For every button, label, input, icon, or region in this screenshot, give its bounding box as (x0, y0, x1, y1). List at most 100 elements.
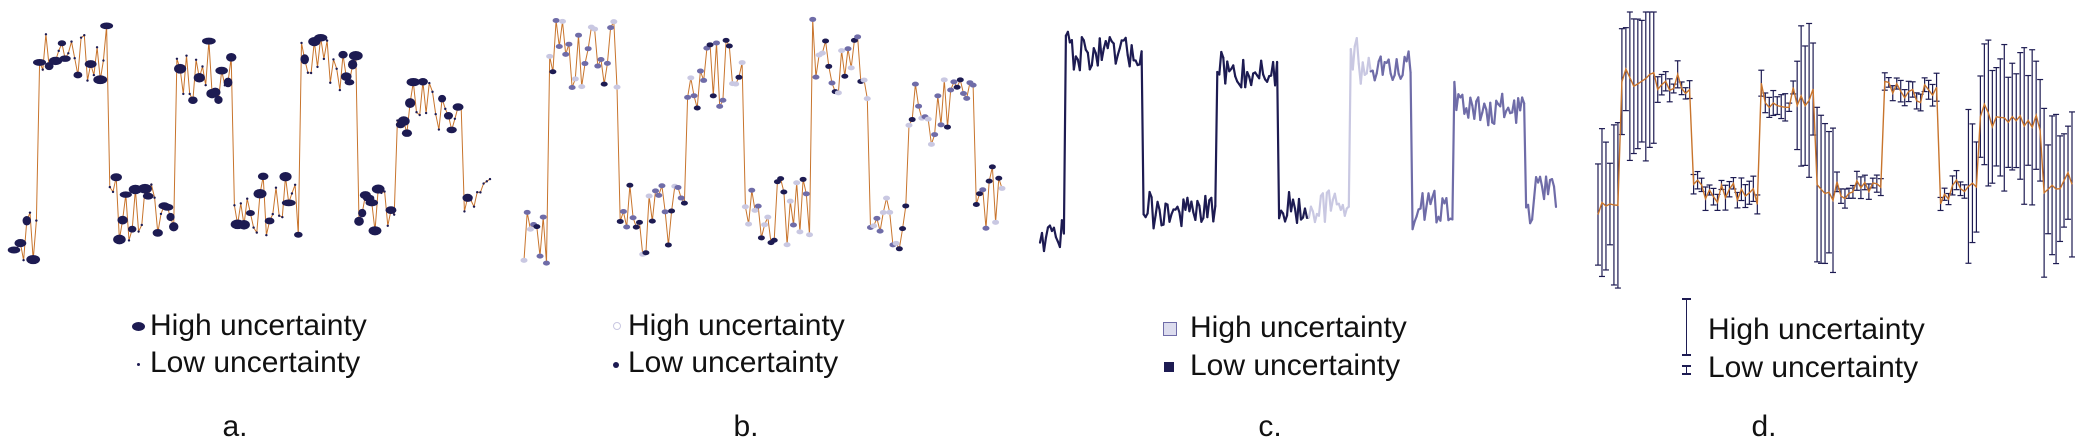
uncertainty-glyph (424, 111, 428, 115)
uncertainty-glyph (764, 214, 772, 220)
series-segment (1168, 213, 1173, 223)
panel-d-plot (1595, 11, 2075, 289)
series-segment (1467, 96, 1472, 119)
uncertainty-glyph (761, 222, 769, 228)
uncertainty-glyph (693, 105, 701, 111)
uncertainty-glyph (406, 77, 421, 87)
legend-label: High uncertainty (628, 309, 845, 342)
series-segment (1232, 64, 1237, 78)
uncertainty-glyph (159, 212, 163, 216)
large-ellipse-glyph-icon (128, 306, 150, 346)
uncertainty-glyph (344, 79, 355, 86)
series-segment (1275, 60, 1281, 220)
dark-square-glyph-icon (1160, 346, 1182, 386)
uncertainty-glyph (895, 246, 903, 252)
uncertainty-glyph (33, 58, 47, 66)
long-error-bar-icon (1676, 298, 1698, 356)
panel-a-label: a. (222, 410, 248, 443)
uncertainty-glyph (437, 128, 441, 131)
uncertainty-glyph (565, 41, 573, 47)
series-segment (1291, 198, 1297, 210)
uncertainty-glyph (214, 95, 223, 104)
panel-c-legend-low: Low uncertainty (1160, 346, 1400, 386)
uncertainty-glyph (329, 81, 332, 84)
series-segment (1523, 102, 1528, 209)
uncertainty-glyph (860, 77, 868, 83)
series-segment (1297, 197, 1303, 221)
series-segment (1313, 212, 1319, 224)
uncertainty-glyph (584, 46, 592, 52)
uncertainty-glyph (453, 117, 457, 120)
uncertainty-glyph (161, 203, 174, 211)
uncertainty-glyph (748, 187, 756, 193)
uncertainty-glyph (684, 94, 692, 100)
uncertainty-glyph (152, 228, 163, 237)
uncertainty-glyph (397, 116, 410, 126)
series-segment (1343, 207, 1348, 217)
uncertainty-glyph (335, 67, 338, 70)
short-error-bar-icon (1676, 348, 1698, 388)
uncertainty-glyph (300, 41, 303, 45)
uncertainty-glyph (365, 199, 379, 207)
panel-b-label: b. (733, 410, 759, 443)
uncertainty-glyph (67, 52, 70, 55)
uncertainty-glyph (526, 226, 534, 232)
uncertainty-glyph (549, 69, 557, 75)
uncertainty-glyph (48, 56, 63, 66)
uncertainty-glyph (809, 16, 817, 22)
panel-c-legend-high: High uncertainty (1160, 308, 1407, 348)
light-circle-glyph-icon (606, 306, 628, 346)
uncertainty-glyph (568, 84, 576, 90)
uncertainty-glyph (754, 203, 762, 209)
uncertainty-glyph (796, 229, 804, 235)
uncertainty-glyph (940, 77, 948, 83)
panel-d-legend-low: Low uncertainty (1676, 348, 1918, 388)
panel-a-legend-low: Low uncertainty (128, 343, 360, 383)
series-segment (1150, 196, 1155, 230)
series-segment (1407, 50, 1412, 74)
series-segment (1042, 236, 1048, 253)
uncertainty-glyph (182, 92, 185, 96)
uncertainty-glyph (988, 164, 996, 170)
uncertainty-glyph (716, 103, 724, 109)
uncertainty-glyph (264, 217, 275, 225)
uncertainty-glyph (613, 84, 621, 90)
uncertainty-glyph (902, 203, 910, 209)
uncertainty-glyph (690, 93, 698, 99)
series-segment (1550, 177, 1556, 188)
uncertainty-glyph (552, 18, 560, 24)
uncertainty-glyph (265, 233, 268, 237)
uncertainty-glyph (338, 88, 342, 92)
uncertainty-glyph (277, 214, 281, 217)
series-segment (1479, 111, 1484, 122)
uncertainty-glyph (174, 63, 187, 74)
uncertainty-glyph (777, 176, 785, 182)
series-segment (1130, 44, 1135, 62)
uncertainty-glyph (934, 93, 942, 99)
uncertainty-glyph (972, 201, 980, 207)
uncertainty-glyph (294, 231, 303, 238)
uncertainty-glyph (193, 72, 205, 83)
uncertainty-glyph (616, 218, 624, 224)
uncertainty-glyph (26, 254, 41, 265)
uncertainty-glyph (719, 97, 727, 103)
series-segment (1451, 80, 1456, 221)
series-segment (1439, 197, 1444, 222)
series-segment (1212, 204, 1217, 223)
uncertainty-glyph (539, 214, 547, 220)
uncertainty-glyph (340, 72, 352, 81)
uncertainty-glyph (383, 190, 386, 193)
series-segment (1226, 60, 1231, 73)
uncertainty-glyph (610, 19, 618, 25)
uncertainty-glyph (870, 223, 878, 229)
uncertainty-glyph (245, 210, 255, 217)
uncertainty-glyph (15, 246, 19, 249)
uncertainty-glyph (886, 209, 894, 215)
uncertainty-glyph (924, 116, 932, 122)
uncertainty-glyph (992, 219, 1000, 225)
series-segment (1415, 208, 1420, 218)
series-segment (1116, 47, 1121, 57)
series-segment (1146, 190, 1151, 215)
uncertainty-glyph (947, 87, 955, 93)
uncertainty-glyph (799, 176, 807, 182)
